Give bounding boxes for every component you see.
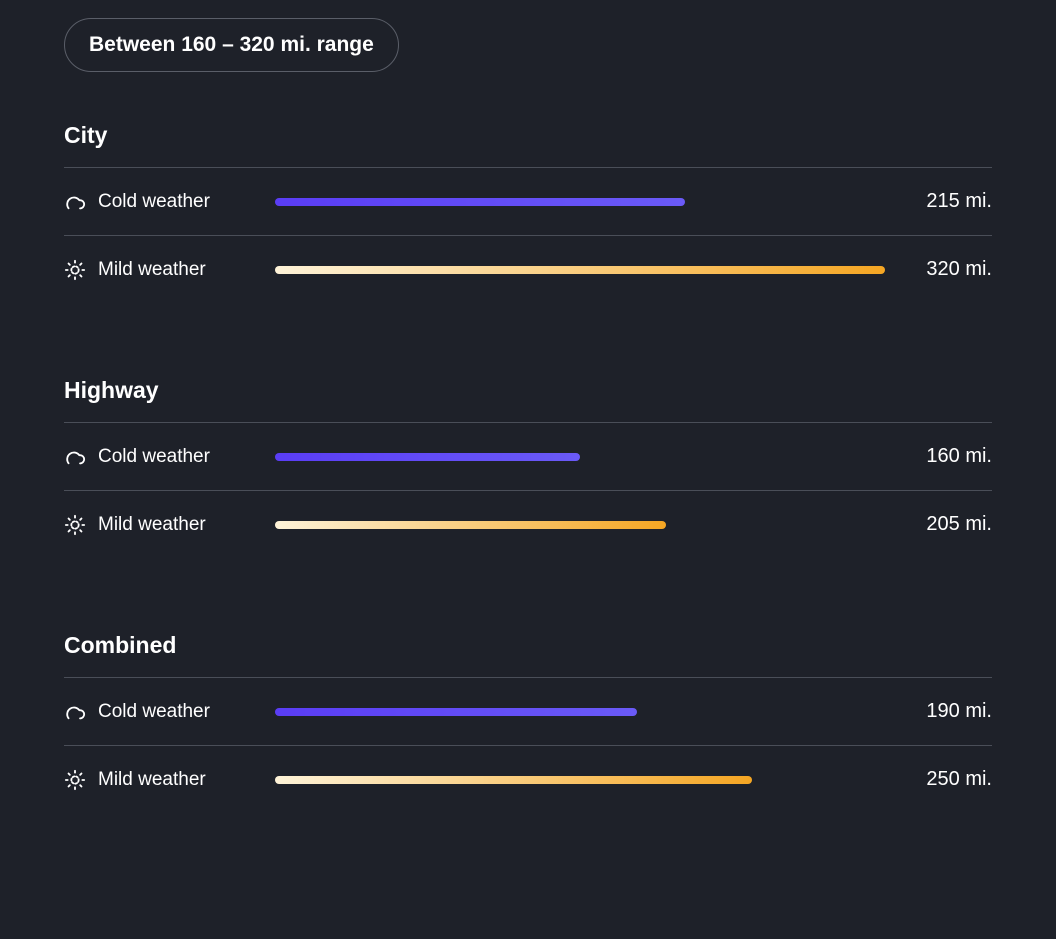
cloud-icon [64, 701, 86, 723]
range-section: City Cold weather 215 mi. Mild weather 320 m… [64, 122, 992, 303]
range-sections: City Cold weather 215 mi. Mild weather 320 m… [64, 122, 992, 813]
cloud-icon [64, 446, 86, 468]
cloud-icon [64, 191, 86, 213]
row-label: Mild weather [98, 259, 253, 281]
cloud-icon [64, 191, 86, 213]
row-value: 190 mi. [917, 700, 992, 723]
range-section: Combined Cold weather 190 mi. Mild weather 2… [64, 632, 992, 813]
row-value: 250 mi. [917, 768, 992, 791]
bar-track [275, 776, 885, 784]
bar-fill [275, 266, 885, 274]
sun-icon [64, 514, 86, 536]
bar-track [275, 453, 885, 461]
bar-fill [275, 776, 752, 784]
range-row: Mild weather 205 mi. [64, 491, 992, 558]
bar-fill [275, 708, 637, 716]
row-value: 320 mi. [917, 258, 992, 281]
cloud-icon [64, 701, 86, 723]
bar-track [275, 708, 885, 716]
row-value: 205 mi. [917, 513, 992, 536]
range-row: Cold weather 215 mi. [64, 168, 992, 235]
row-label: Mild weather [98, 514, 253, 536]
row-value: 160 mi. [917, 445, 992, 468]
range-row: Cold weather 160 mi. [64, 423, 992, 490]
bar-track [275, 521, 885, 529]
row-label: Cold weather [98, 446, 253, 468]
sun-icon [64, 259, 86, 281]
sun-icon [64, 769, 86, 791]
range-section: Highway Cold weather 160 mi. Mild weather 20… [64, 377, 992, 558]
range-row: Cold weather 190 mi. [64, 678, 992, 745]
sun-icon [64, 769, 86, 791]
bar-fill [275, 453, 580, 461]
range-row: Mild weather 250 mi. [64, 746, 992, 813]
bar-fill [275, 521, 666, 529]
row-label: Mild weather [98, 769, 253, 791]
range-pill[interactable]: Between 160 – 320 mi. range [64, 18, 399, 72]
row-value: 215 mi. [917, 190, 992, 213]
sun-icon [64, 514, 86, 536]
section-title: Combined [64, 632, 992, 659]
section-title: Highway [64, 377, 992, 404]
bar-fill [275, 198, 685, 206]
row-label: Cold weather [98, 191, 253, 213]
bar-track [275, 198, 885, 206]
section-title: City [64, 122, 992, 149]
cloud-icon [64, 446, 86, 468]
sun-icon [64, 259, 86, 281]
range-row: Mild weather 320 mi. [64, 236, 992, 303]
row-label: Cold weather [98, 701, 253, 723]
bar-track [275, 266, 885, 274]
